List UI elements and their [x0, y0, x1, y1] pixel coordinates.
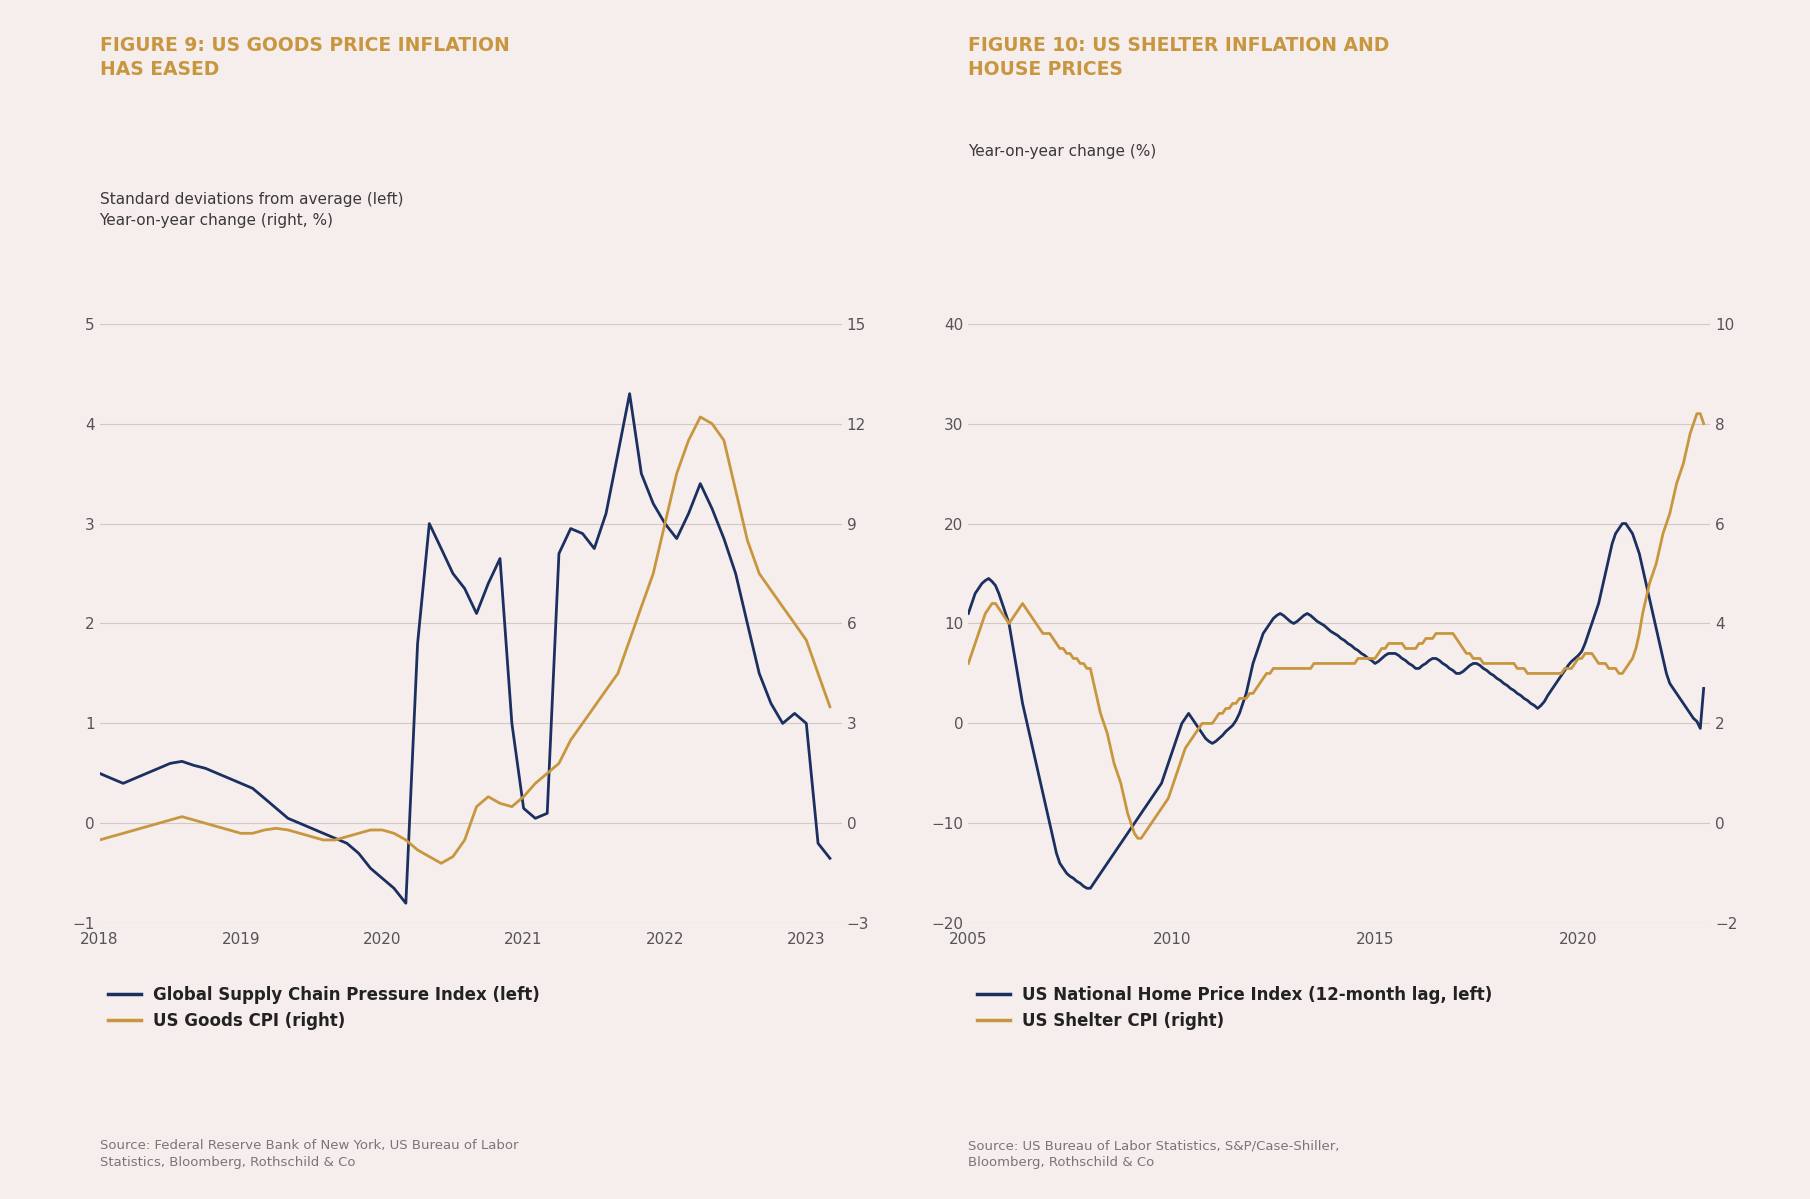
Legend: US National Home Price Index (12-month lag, left), US Shelter CPI (right): US National Home Price Index (12-month l… — [977, 986, 1491, 1030]
Text: Source: Federal Reserve Bank of New York, US Bureau of Labor
Statistics, Bloombe: Source: Federal Reserve Bank of New York… — [100, 1139, 518, 1169]
Text: FIGURE 9: US GOODS PRICE INFLATION
HAS EASED: FIGURE 9: US GOODS PRICE INFLATION HAS E… — [100, 36, 509, 79]
Text: Year-on-year change (%): Year-on-year change (%) — [968, 144, 1157, 159]
Text: FIGURE 10: US SHELTER INFLATION AND
HOUSE PRICES: FIGURE 10: US SHELTER INFLATION AND HOUS… — [968, 36, 1390, 79]
Legend: Global Supply Chain Pressure Index (left), US Goods CPI (right): Global Supply Chain Pressure Index (left… — [109, 986, 539, 1030]
Text: Standard deviations from average (left)
Year-on-year change (right, %): Standard deviations from average (left) … — [100, 192, 404, 228]
Text: Source: US Bureau of Labor Statistics, S&P/Case-Shiller,
Bloomberg, Rothschild &: Source: US Bureau of Labor Statistics, S… — [968, 1139, 1339, 1169]
